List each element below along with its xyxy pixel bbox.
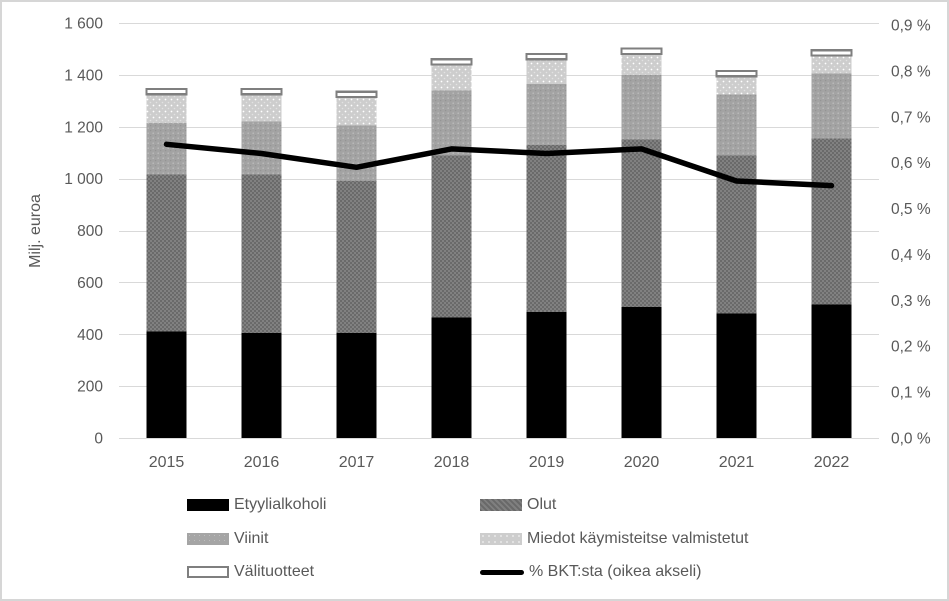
bar-segment-viinit-2022 <box>811 73 852 139</box>
bar-segment-olut-2015 <box>146 174 187 332</box>
x-axis-year-label: 2019 <box>529 454 565 471</box>
bar-segment-viinit-2016 <box>241 121 282 175</box>
right-axis-tick-label: 0,3 % <box>891 293 931 310</box>
right-axis-tick-label: 0,7 % <box>891 109 931 126</box>
bar-segment-etyylialkoholi-2022 <box>811 304 852 438</box>
bar-segment-olut-2022 <box>811 138 852 305</box>
axis-labels: 1 600 1 400 1 200 1 000 800 600 400 200 0 0,9 % 0,… <box>27 16 931 472</box>
left-axis-tick-label: 800 <box>77 223 103 240</box>
x-axis-year-label: 2016 <box>244 454 280 471</box>
right-axis-tick-label: 0,1 % <box>891 385 931 402</box>
bar-segment-etyylialkoholi-2017 <box>336 332 377 438</box>
gridlines <box>119 23 879 439</box>
bar-segment-viinit-2018 <box>431 90 472 156</box>
left-axis-tick-label: 1 600 <box>64 16 103 33</box>
left-axis-tick-label: 0 <box>94 431 103 448</box>
bar-segment-miedot-2015 <box>146 94 187 123</box>
bar-segment-etyylialkoholi-2016 <box>241 332 282 438</box>
x-axis-year-label: 2017 <box>339 454 375 471</box>
gdp-percent-polyline <box>163 141 835 189</box>
right-axis-tick-label: 0,9 % <box>891 18 931 35</box>
bar-segment-olut-2018 <box>431 155 472 318</box>
x-axis-year-label: 2022 <box>814 454 850 471</box>
right-axis-tick-label: 0,2 % <box>891 339 931 356</box>
bar-segment-viinit-2019 <box>526 83 567 145</box>
left-axis-tick-label: 1 000 <box>64 171 103 188</box>
bar-segment-etyylialkoholi-2015 <box>146 331 187 438</box>
bar-segment-miedot-2020 <box>621 54 662 75</box>
bar-segment-etyylialkoholi-2020 <box>621 307 662 438</box>
right-axis-tick-label: 0,5 % <box>891 201 931 218</box>
left-axis-tick-label: 200 <box>77 379 103 396</box>
x-axis-year-label: 2015 <box>149 454 185 471</box>
right-axis-tick-label: 0,4 % <box>891 247 931 264</box>
bar-segment-välituotteet-2016 <box>240 88 283 96</box>
bar-segment-olut-2016 <box>241 174 282 333</box>
x-axis-year-label: 2021 <box>719 454 755 471</box>
bar-segment-välituotteet-2020 <box>620 47 663 56</box>
bar-segment-miedot-2022 <box>811 55 852 74</box>
stacked-bars <box>145 47 853 438</box>
gdp-percent-line <box>163 141 835 189</box>
bar-segment-välituotteet-2021 <box>715 69 758 78</box>
right-axis-tick-label: 0,8 % <box>891 63 931 80</box>
bar-segment-välituotteet-2017 <box>335 90 378 99</box>
right-axis-tick-label: 0,0 % <box>891 431 931 448</box>
bar-segment-miedot-2021 <box>716 76 757 95</box>
bar-segment-miedot-2017 <box>336 96 377 126</box>
bar-segment-etyylialkoholi-2019 <box>526 312 567 438</box>
bar-segment-viinit-2017 <box>336 125 377 182</box>
x-axis-year-label: 2020 <box>624 454 660 471</box>
bar-segment-miedot-2016 <box>241 94 282 122</box>
left-axis-tick-label: 400 <box>77 327 103 344</box>
left-axis-tick-label: 1 200 <box>64 119 103 136</box>
bar-segment-välituotteet-2015 <box>145 88 188 96</box>
bar-segment-miedot-2019 <box>526 59 567 84</box>
bar-segment-viinit-2021 <box>716 94 757 156</box>
bar-segment-välituotteet-2018 <box>430 58 473 66</box>
bar-segment-olut-2019 <box>526 144 567 313</box>
left-axis-tick-label: 600 <box>77 275 103 292</box>
bar-segment-miedot-2018 <box>431 64 472 91</box>
bar-segment-välituotteet-2022 <box>810 49 853 57</box>
left-axis-tick-label: 1 400 <box>64 67 103 84</box>
bar-segment-olut-2020 <box>621 139 662 308</box>
x-axis-year-label: 2018 <box>434 454 470 471</box>
left-axis-title: Milj. euroa <box>27 194 44 268</box>
right-axis-tick-label: 0,6 % <box>891 155 931 172</box>
bar-segment-viinit-2020 <box>621 74 662 140</box>
bar-segment-välituotteet-2019 <box>525 53 568 61</box>
bar-segment-etyylialkoholi-2021 <box>716 313 757 438</box>
bar-segment-olut-2017 <box>336 181 377 333</box>
bar-segment-etyylialkoholi-2018 <box>431 317 472 438</box>
bar-segment-viinit-2015 <box>146 122 187 175</box>
